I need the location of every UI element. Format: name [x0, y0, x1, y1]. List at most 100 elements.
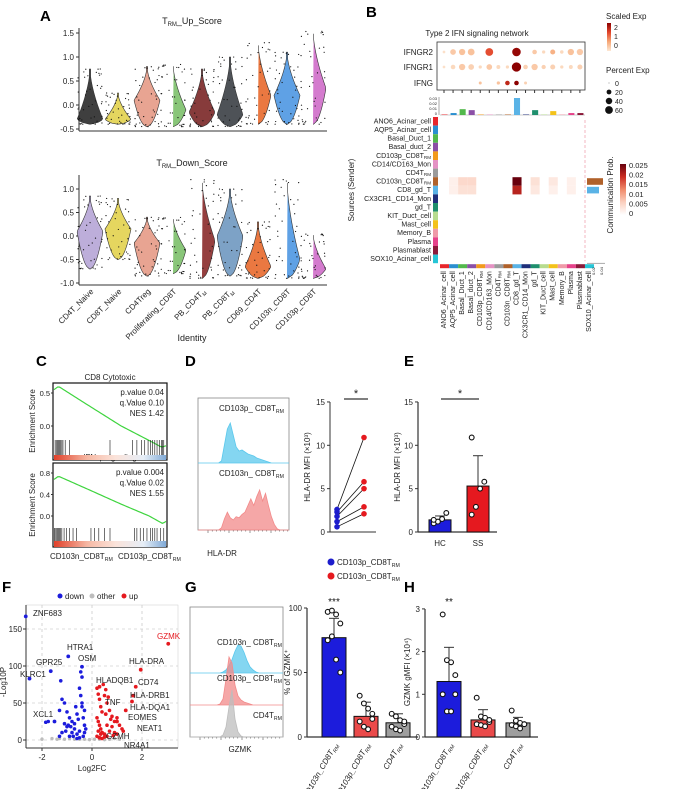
- x-tick-label: 0: [90, 753, 95, 762]
- jitter-point: [168, 89, 170, 91]
- jitter-point: [127, 211, 130, 213]
- legend-marker: [327, 572, 335, 580]
- expression-dot: [550, 49, 556, 55]
- receiver-label: KIT_Duct_cell: [541, 271, 548, 315]
- heat-legend-tick: 0.02: [629, 171, 644, 180]
- jitter-point: [233, 226, 235, 228]
- jitter-point: [256, 114, 258, 116]
- jitter-point: [307, 234, 309, 236]
- gene-label: EOMES: [128, 713, 157, 722]
- jitter-point: [190, 179, 192, 181]
- jitter-point: [237, 119, 240, 121]
- jitter-point: [134, 267, 136, 269]
- label-main: KIT_Duct_cell: [387, 213, 431, 220]
- jitter-point: [180, 124, 183, 126]
- significance-star: ***: [328, 597, 340, 608]
- jitter-point: [296, 107, 298, 110]
- jitter-point: [323, 252, 326, 254]
- jitter-point: [82, 249, 85, 251]
- jitter-point: [77, 225, 79, 228]
- jitter-point: [266, 123, 269, 125]
- label-main: KIT_Duct_cell: [541, 271, 548, 315]
- jitter-point: [209, 99, 211, 101]
- jitter-point: [217, 124, 219, 127]
- jitter-point: [143, 265, 145, 267]
- jitter-point: [92, 267, 94, 269]
- gene-point-down: [43, 720, 48, 725]
- sender-color-chip: [433, 134, 438, 143]
- label-sub: RM: [332, 743, 342, 754]
- data-point: [439, 611, 446, 618]
- heatmap-cell: [512, 185, 522, 195]
- jitter-point: [93, 116, 95, 118]
- jitter-point: [160, 109, 162, 111]
- jitter-point: [320, 234, 322, 236]
- size-legend-label: 40: [615, 99, 623, 106]
- jitter-point: [275, 69, 278, 71]
- jitter-point: [235, 203, 237, 205]
- jitter-point: [300, 86, 302, 89]
- expression-dot: [550, 64, 556, 70]
- y-tick-label: 10: [404, 441, 413, 450]
- jitter-point: [290, 263, 292, 265]
- gene-point-down: [77, 729, 82, 733]
- y-tick-label: 0.5: [63, 77, 75, 86]
- jitter-point: [237, 267, 240, 269]
- jitter-point: [100, 241, 103, 243]
- jitter-point: [305, 30, 307, 33]
- top-bar-tick: 0: [435, 111, 438, 116]
- y-tick-label: 1: [416, 690, 421, 699]
- jitter-point: [302, 121, 304, 123]
- labeled-gene-point: [123, 708, 128, 713]
- jitter-point: [223, 59, 225, 61]
- label-main: CD103p_CD8T: [333, 748, 369, 789]
- gene-point-up: [98, 704, 103, 709]
- jitter-point: [322, 34, 324, 36]
- jitter-point: [217, 76, 219, 78]
- jitter-point: [157, 113, 159, 115]
- gene-point-down: [83, 727, 88, 731]
- jitter-point: [323, 240, 325, 243]
- ranked-list-bar: [54, 541, 166, 547]
- receiver-color-chip: [584, 264, 595, 269]
- jitter-point: [263, 270, 265, 272]
- jitter-point: [222, 121, 224, 123]
- jitter-point: [277, 89, 279, 91]
- scaled-legend-tick: 0: [614, 43, 618, 50]
- gene-point-up: [102, 735, 107, 739]
- jitter-point: [257, 51, 259, 54]
- jitter-point: [239, 264, 241, 267]
- x-tick-label: -2: [38, 753, 46, 762]
- jitter-point: [233, 56, 235, 58]
- jitter-point: [301, 119, 303, 121]
- jitter-point: [245, 79, 248, 81]
- expression-dot: [532, 49, 537, 55]
- gene-point-down: [75, 732, 79, 736]
- jitter-point: [127, 99, 130, 101]
- jitter-point: [323, 243, 325, 245]
- sender-color-chip: [433, 203, 438, 212]
- jitter-point: [233, 86, 235, 88]
- histogram-0: [190, 644, 283, 674]
- jitter-point: [96, 120, 98, 122]
- jitter-point: [176, 66, 178, 69]
- data-point: [452, 691, 459, 698]
- jitter-point: [306, 270, 309, 272]
- jitter-point: [218, 82, 221, 85]
- jitter-point: [263, 221, 265, 223]
- heatmap-cell: [530, 177, 540, 186]
- sender-color-chip: [433, 185, 438, 195]
- jitter-point: [85, 195, 87, 197]
- jitter-point: [105, 101, 107, 103]
- sender-color-chip: [433, 237, 438, 246]
- label-sub: RM: [479, 271, 484, 278]
- gene-label: GZMH: [106, 732, 130, 741]
- jitter-point: [226, 99, 228, 101]
- jitter-point: [324, 255, 326, 257]
- scaled-exp-colorbar: [607, 23, 611, 51]
- jitter-point: [228, 267, 231, 269]
- jitter-point: [281, 220, 283, 222]
- heatmap-cell: [548, 185, 558, 195]
- jitter-point: [274, 51, 276, 54]
- data-point: [388, 723, 395, 730]
